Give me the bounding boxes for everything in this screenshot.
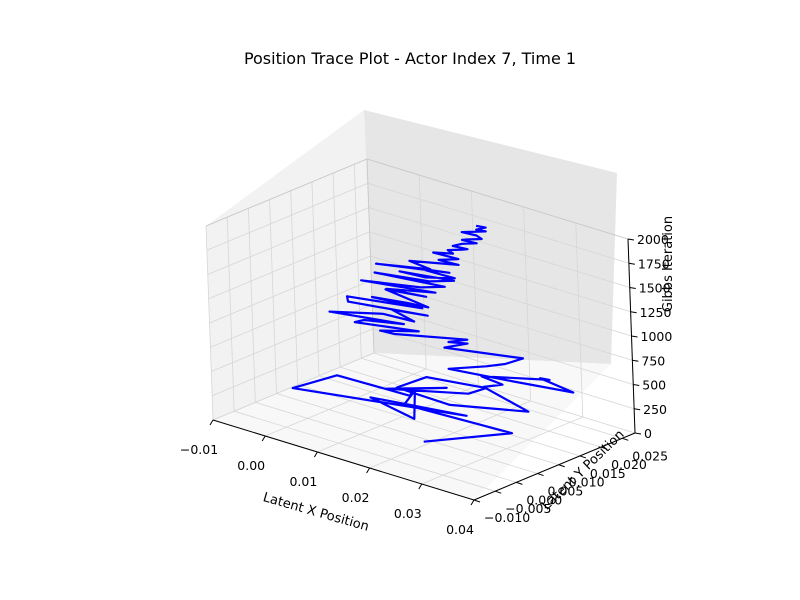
- z-tick-label: 1750: [638, 256, 670, 271]
- y-tick-label: 0.025: [632, 448, 668, 463]
- grid-line-y-floor: [276, 393, 538, 474]
- z-tick-label: 750: [641, 353, 665, 368]
- z-axis-label: Gibbs Iteration: [661, 216, 676, 312]
- grid-line-x-floor: [265, 368, 427, 437]
- grid-line-z-back: [367, 182, 629, 264]
- grid-line-y-floor: [361, 357, 623, 439]
- x-tick-label: 0.04: [446, 522, 474, 537]
- x-tick-label: 0.03: [394, 506, 422, 521]
- z-tick-label: 250: [643, 402, 667, 417]
- grid-line-z-side: [209, 255, 371, 324]
- grid-line-x-floor: [369, 400, 531, 469]
- x-tick-mark: [261, 435, 266, 442]
- pane-edge: [366, 158, 629, 240]
- x-tick-label: −0.01: [180, 442, 218, 457]
- x-tick-mark: [470, 499, 475, 506]
- y-tick-mark: [495, 490, 502, 494]
- z-tick-mark: [627, 238, 635, 241]
- grid-line-y-floor: [297, 384, 559, 466]
- trace-layer: [291, 224, 575, 443]
- z-tick-label: 0: [644, 426, 652, 441]
- x-tick-mark: [418, 483, 423, 490]
- y-tick-mark: [537, 473, 544, 477]
- grid-line-z-back: [368, 207, 630, 288]
- z-tick-mark: [633, 384, 640, 386]
- y-tick-mark: [579, 455, 587, 459]
- z-tick-mark: [634, 432, 642, 435]
- grid-line-z-back: [373, 328, 635, 410]
- y-tick-label: 0.015: [590, 466, 626, 481]
- z-tick-label: 1500: [639, 281, 671, 296]
- grid-line-y-floor: [255, 401, 517, 483]
- grid-line-z-back: [373, 352, 636, 434]
- grid-line-z-side: [207, 207, 369, 275]
- y-tick-label: 0.020: [611, 457, 647, 472]
- y-tick-mark: [473, 499, 481, 503]
- y-tick-label: −0.005: [505, 501, 551, 516]
- x-tick-mark: [313, 451, 318, 458]
- z-tick-mark: [630, 311, 637, 314]
- z-tick-label: 500: [642, 378, 666, 393]
- y-tick-label: 0.000: [526, 492, 562, 507]
- grid-line-z-side: [208, 231, 370, 300]
- grid-line-z-back: [369, 231, 631, 313]
- y-tick-mark: [600, 446, 608, 450]
- grid-line-z-side: [211, 328, 374, 397]
- z-tick-label: 1250: [640, 305, 672, 320]
- y-tick-label: 0.010: [569, 475, 605, 490]
- x-tick-label: 0.00: [237, 458, 265, 473]
- x-tick-label: 0.01: [289, 474, 317, 489]
- chart-title: Position Trace Plot - Actor Index 7, Tim…: [244, 49, 576, 68]
- z-tick-mark: [632, 359, 639, 362]
- x-tick-mark: [366, 467, 371, 474]
- pane-edge: [205, 158, 368, 227]
- z-tick-label: 2000: [637, 232, 669, 247]
- grid-line-x-floor: [317, 384, 479, 453]
- grid-line-z-back: [372, 304, 634, 385]
- grid-line-y-floor: [234, 410, 496, 492]
- trace-line: [291, 224, 575, 443]
- axis-layer: [205, 158, 636, 501]
- grid-line-z-side: [212, 352, 375, 421]
- z-tick-mark: [628, 262, 635, 265]
- x-axis-line: [212, 419, 475, 501]
- y-tick-mark: [558, 464, 565, 468]
- z-tick-label: 1000: [641, 329, 673, 344]
- y-tick-label: −0.010: [484, 510, 530, 525]
- z-tick-mark: [634, 408, 641, 411]
- pane-floor: [213, 353, 611, 500]
- z-tick-mark: [629, 287, 636, 289]
- y-axis-line: [473, 432, 636, 501]
- grid-line-x-floor: [421, 416, 583, 485]
- x-tick-mark: [209, 419, 214, 426]
- y-tick-mark: [622, 437, 629, 441]
- grid-line-z-side: [211, 304, 373, 372]
- tick-layer: −0.010.000.010.020.030.04−0.010−0.0050.0…: [180, 232, 673, 537]
- y-tick-label: 0.005: [548, 484, 584, 499]
- grid-line-z-side: [206, 182, 369, 251]
- pane-back-right: [364, 110, 617, 364]
- y-tick-mark: [516, 481, 523, 485]
- z-tick-mark: [631, 335, 638, 338]
- grid-line-z-side: [210, 279, 372, 348]
- x-tick-label: 0.02: [342, 490, 370, 505]
